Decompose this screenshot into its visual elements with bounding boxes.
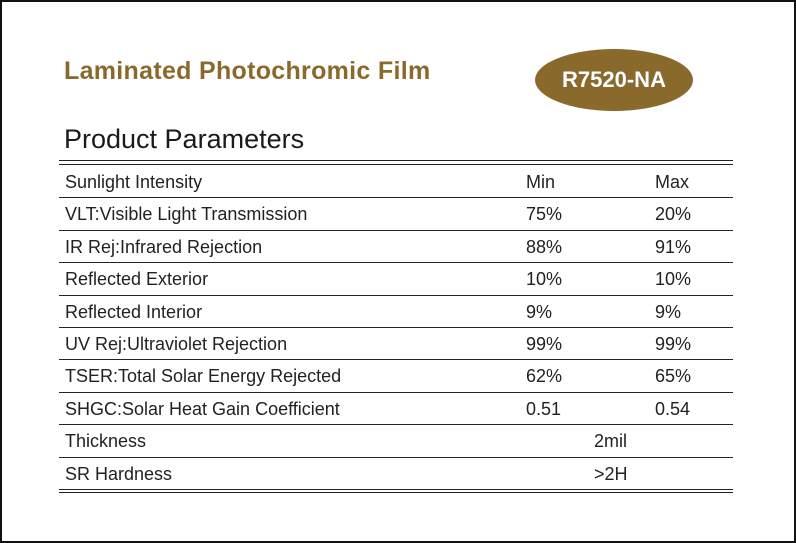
cell-value: 9% (655, 301, 682, 322)
title: Laminated Photochromic Film (64, 57, 431, 85)
rule (59, 229, 733, 231)
cell-value: 20% (655, 204, 692, 225)
row-label: TSER:Total Solar Energy Rejected (65, 366, 342, 387)
cell-value: 99% (655, 334, 692, 354)
rule (59, 294, 733, 296)
cell-value: 75% (526, 204, 563, 225)
rule (59, 164, 733, 165)
cell-value: 99% (526, 334, 563, 354)
cell-value: Min (526, 172, 556, 192)
row-label: SR Hardness (65, 463, 173, 484)
cell-value: 0.51 (526, 398, 562, 419)
cell-value: 91% (655, 236, 692, 257)
cell-value: 65% (655, 366, 692, 387)
badge: R7520-NA (535, 49, 693, 111)
rule (59, 424, 733, 426)
rule (59, 391, 733, 393)
rule (59, 327, 733, 328)
rule (59, 160, 733, 161)
cell-value: 2mil (594, 431, 628, 452)
cell-value: 0.54 (655, 398, 691, 419)
rule (59, 197, 733, 199)
rule (59, 359, 733, 361)
rule (59, 492, 733, 493)
row-label: Thickness (65, 431, 147, 452)
cell-value: 10% (526, 269, 563, 290)
cell-value: 88% (526, 236, 563, 257)
row-label: SHGC:Solar Heat Gain Coefficient (65, 398, 340, 419)
rule (59, 456, 733, 458)
section-title: Product Parameters (64, 124, 305, 154)
rule (59, 262, 733, 264)
cell-value: 9% (526, 301, 553, 322)
row-label: UV Rej:Ultraviolet Rejection (65, 334, 288, 354)
cell-value: >2H (594, 463, 628, 484)
cell-value: 10% (655, 269, 692, 290)
row-label: Reflected Exterior (65, 269, 209, 290)
cell-value: 62% (526, 366, 563, 387)
row-label: Sunlight Intensity (65, 172, 203, 192)
rule (59, 489, 733, 490)
row-label: IR Rej:Infrared Rejection (65, 236, 263, 257)
row-label: Reflected Interior (65, 301, 203, 322)
cell-value: Max (655, 172, 690, 192)
row-label: VLT:Visible Light Transmission (65, 204, 308, 225)
